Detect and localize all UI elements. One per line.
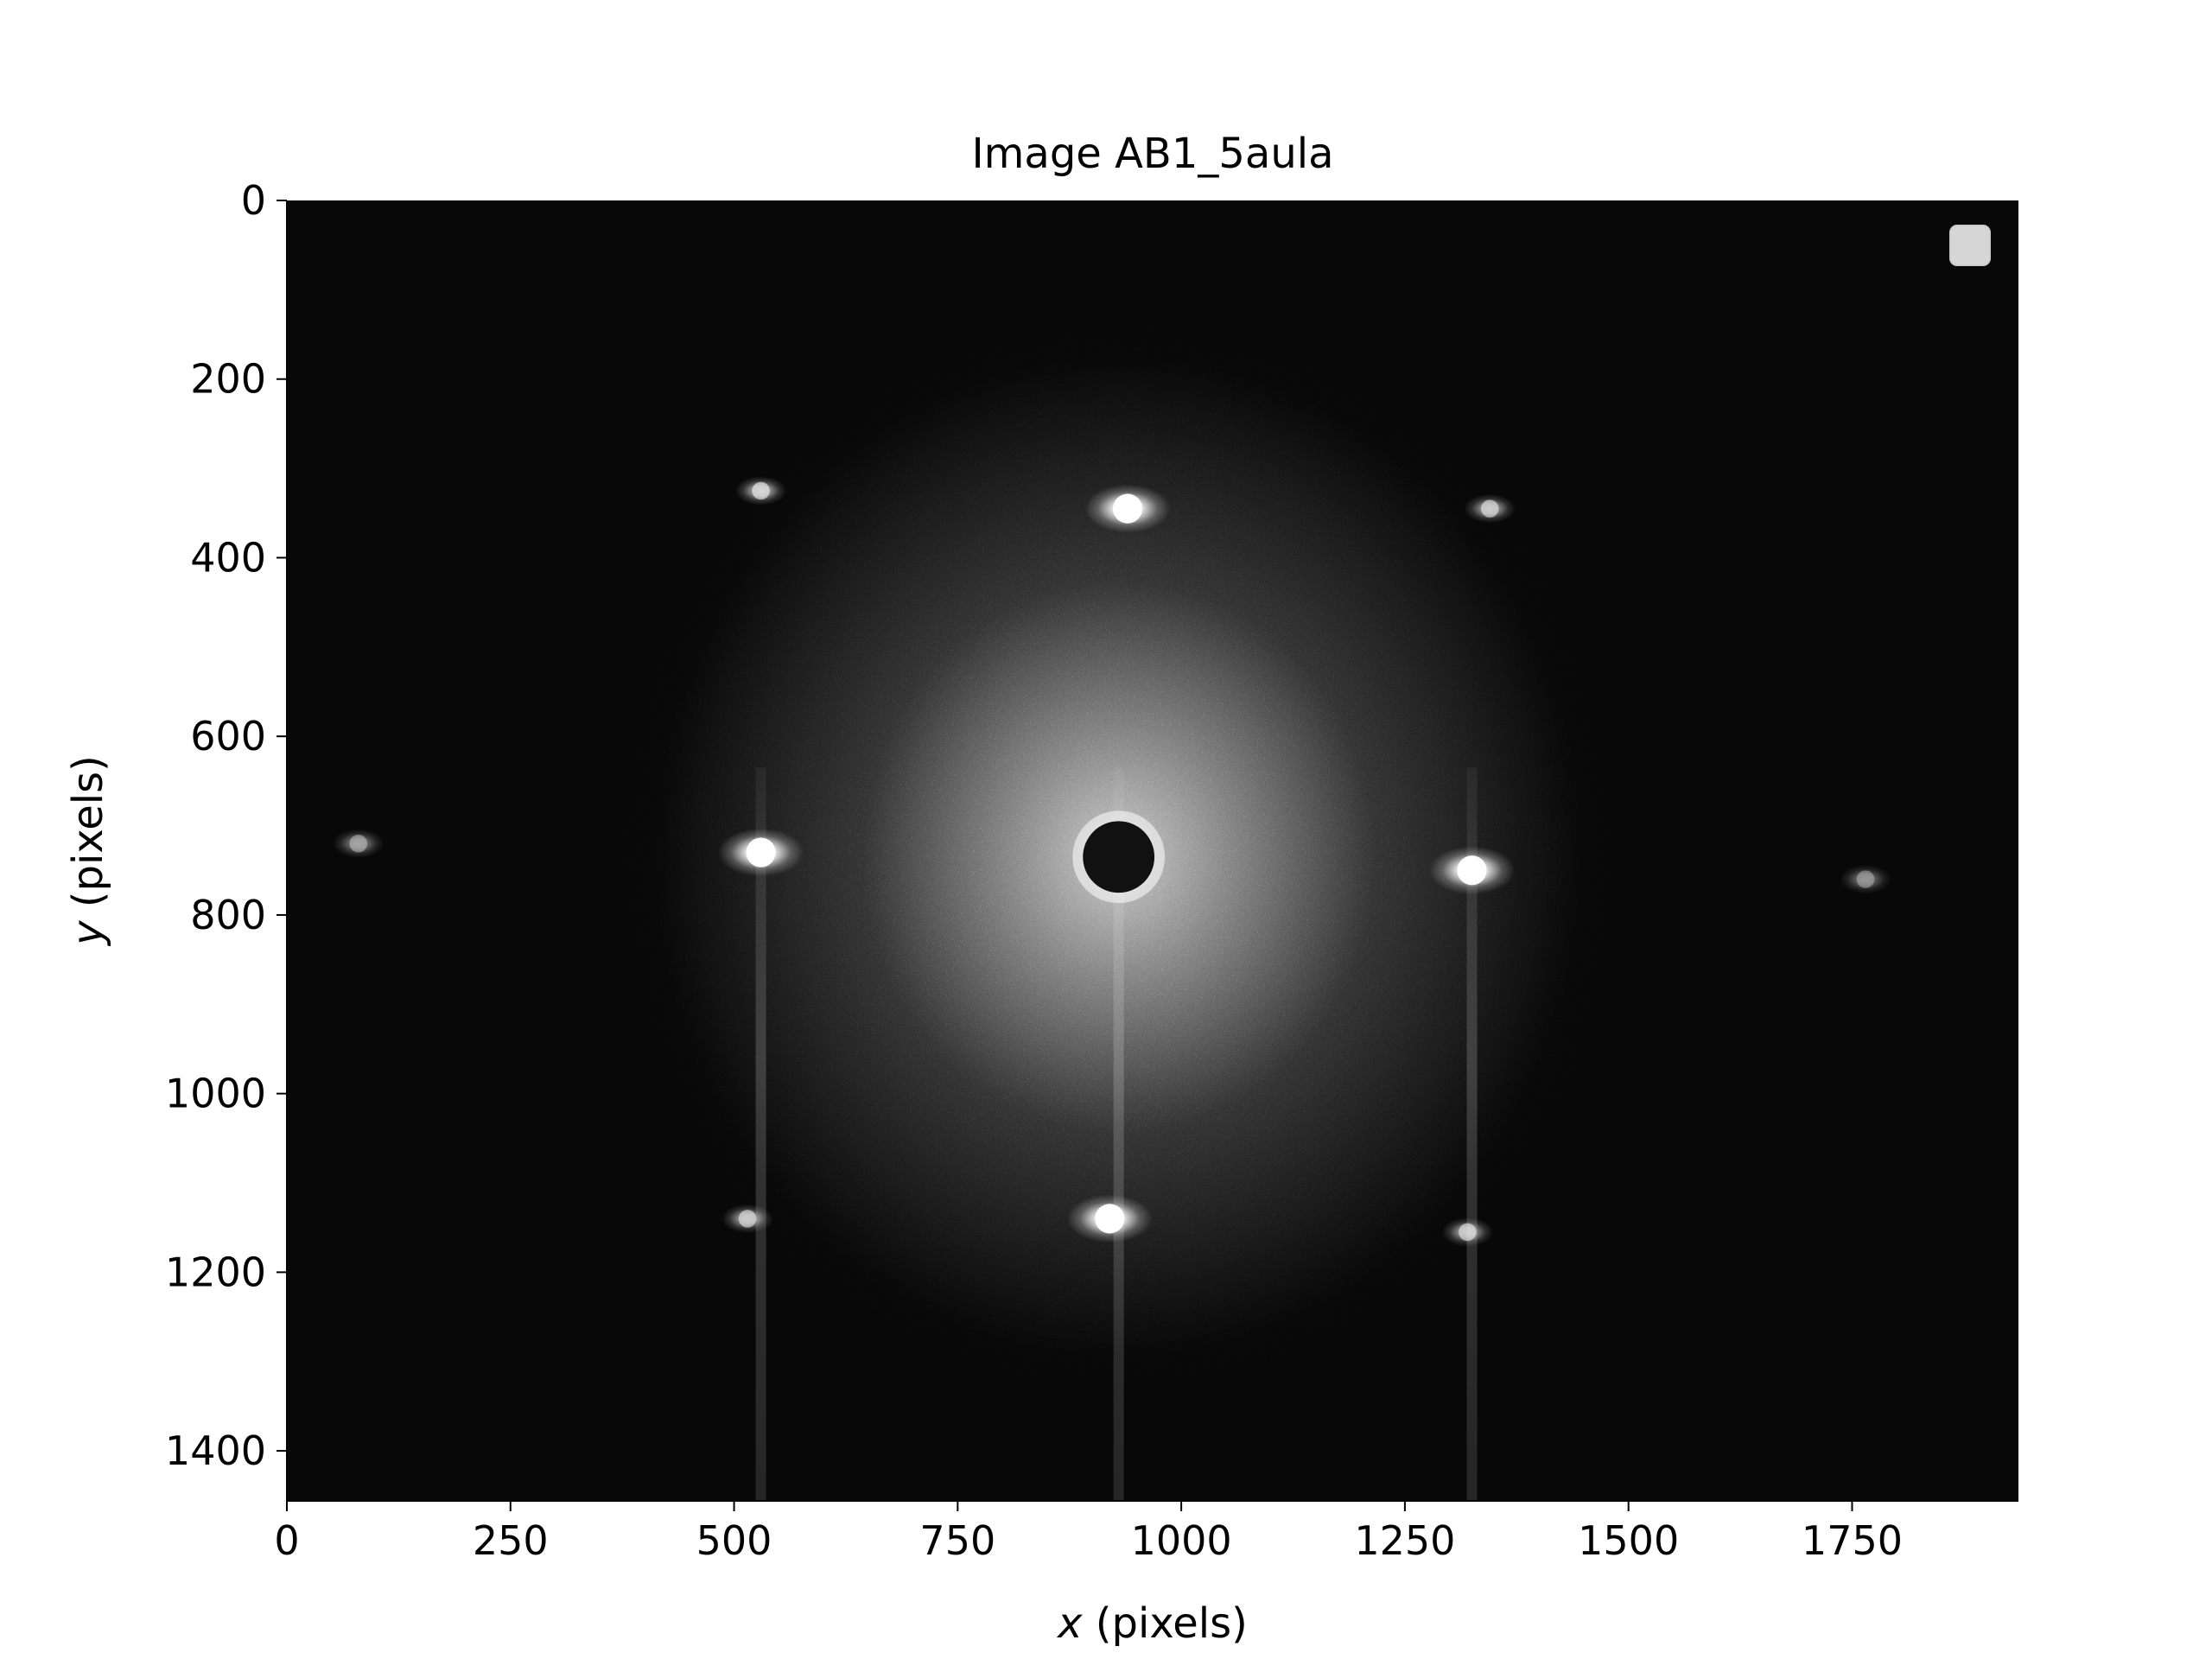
vertical-streak <box>1113 767 1124 1501</box>
diffraction-spot-core <box>349 834 368 853</box>
y-tick-label: 200 <box>190 356 266 403</box>
vertical-streak <box>755 767 766 1501</box>
diffraction-spot-core <box>1480 499 1499 518</box>
vertical-streak <box>1466 767 1478 1501</box>
x-tick-label: 1500 <box>1578 1517 1679 1564</box>
diffraction-spot <box>332 829 385 858</box>
y-tick-label: 1000 <box>165 1071 266 1117</box>
diffraction-spot-core <box>746 837 776 868</box>
x-tick-label: 1250 <box>1354 1517 1455 1564</box>
x-tick-label: 250 <box>473 1517 549 1564</box>
y-tick-label: 800 <box>190 892 266 938</box>
beam-stop <box>1083 821 1155 893</box>
diffraction-spot <box>1840 864 1891 894</box>
x-axis-label: x (pixels) <box>1056 1599 1248 1648</box>
diffraction-spot-core <box>1095 1204 1125 1234</box>
diffraction-spot-core <box>1459 1223 1477 1242</box>
x-tick-label: 0 <box>274 1517 299 1564</box>
plot-area: 0 250 500 750 1000 1250 1500 1750 0 200 400 600 800… <box>165 177 2018 1564</box>
diffraction-image <box>287 200 2018 1501</box>
y-axis-label: y (pixels) <box>64 755 112 947</box>
y-tick-label: 0 <box>241 177 266 224</box>
diffraction-spot-core <box>1856 870 1875 888</box>
diffraction-spot-core <box>1112 493 1143 524</box>
legend-box <box>1949 225 1991 266</box>
x-tick-label: 750 <box>919 1517 995 1564</box>
diffraction-spot-core <box>752 481 770 500</box>
y-tick-label: 400 <box>190 534 266 581</box>
y-tick-label: 600 <box>190 713 266 760</box>
x-ticks: 0 250 500 750 1000 1250 1500 1750 <box>274 1501 1903 1564</box>
x-tick-label: 500 <box>696 1517 772 1564</box>
y-tick-label: 1400 <box>165 1427 266 1474</box>
diffraction-spot-core <box>738 1210 757 1228</box>
x-tick-label: 1000 <box>1131 1517 1232 1564</box>
x-tick-label: 1750 <box>1802 1517 1903 1564</box>
diffraction-spot-core <box>1457 855 1487 886</box>
y-tick-label: 1200 <box>165 1249 266 1295</box>
chart-title: Image AB1_5aula <box>971 130 1333 178</box>
y-ticks: 0 200 400 600 800 1000 1200 1400 <box>165 177 287 1474</box>
